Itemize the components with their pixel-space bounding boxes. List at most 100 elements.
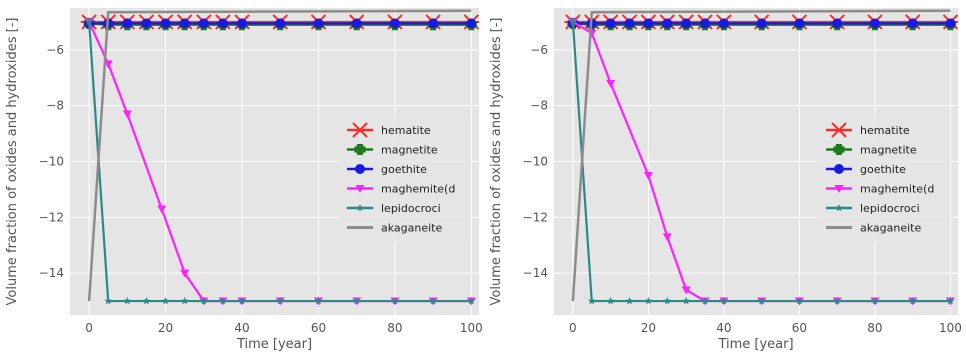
- data-point-goethite: [141, 18, 152, 29]
- data-point-lepidocroci: [219, 297, 227, 305]
- data-point-lepidocroci: [314, 297, 323, 305]
- data-point-lepidocroci: [569, 17, 577, 26]
- data-point-lepidocroci: [644, 297, 653, 305]
- data-point-lepidocroci: [123, 297, 132, 305]
- x-tick-label: 60: [311, 321, 326, 335]
- data-point-goethite: [907, 18, 918, 29]
- legend-marker-goethite: [355, 164, 365, 174]
- data-point-goethite: [237, 18, 248, 29]
- legend-label-hematite: hematite: [381, 124, 431, 137]
- x-tick-label: 20: [158, 321, 173, 335]
- data-point-lepidocroci: [795, 297, 804, 305]
- legend-label-magnetite: magnetite: [860, 144, 917, 157]
- data-point-lepidocroci: [199, 297, 208, 305]
- legend-label-maghemited: maghemite(d: [381, 183, 455, 196]
- data-point-lepidocroci: [276, 297, 285, 305]
- x-tick-label: 60: [792, 321, 807, 335]
- data-point-lepidocroci: [833, 297, 841, 305]
- data-point-lepidocroci: [701, 297, 709, 305]
- x-tick-label: 40: [234, 321, 249, 335]
- legend-label-lepidocroci: lepidocroci: [860, 202, 920, 215]
- data-point-lepidocroci: [757, 297, 766, 305]
- data-point-lepidocroci: [429, 297, 437, 305]
- x-axis-title: Time [year]: [236, 337, 312, 352]
- y-tick-label: −10: [523, 155, 548, 169]
- x-tick-label: 0: [85, 321, 93, 335]
- y-tick-label: −6: [530, 43, 548, 57]
- y-tick-label: −14: [39, 266, 64, 280]
- legend-marker-magnetite: [833, 144, 845, 155]
- data-point-goethite: [160, 18, 171, 29]
- data-point-goethite: [794, 18, 805, 29]
- data-point-goethite: [313, 18, 324, 29]
- y-tick-label: −8: [530, 99, 548, 113]
- data-point-lepidocroci: [606, 297, 615, 305]
- line-chart-right: 0 20 40 60 80 100 −6 −8 −10 −12 −14 Time [year] Volu…: [489, 8, 962, 352]
- x-tick-label: 80: [867, 321, 882, 335]
- data-point-maghemited: [643, 171, 653, 180]
- series-line-akaganeite: [87, 9, 472, 302]
- x-axis-title: Time [year]: [717, 337, 793, 352]
- legend-marker-hematite: [351, 122, 369, 138]
- y-tick-label: −8: [46, 99, 64, 113]
- data-point-lepidocroci: [587, 297, 596, 305]
- data-point-goethite: [122, 18, 133, 29]
- data-point-goethite: [681, 18, 692, 29]
- data-point-lepidocroci: [142, 297, 151, 305]
- legend-marker-lepidocroci: [835, 204, 843, 212]
- legend-box: [818, 116, 950, 242]
- data-point-goethite: [945, 18, 956, 29]
- x-tick-label: 100: [460, 321, 483, 335]
- data-point-goethite: [605, 18, 616, 29]
- data-point-lepidocroci: [180, 297, 189, 305]
- data-point-lepidocroci: [352, 297, 361, 305]
- data-point-lepidocroci: [625, 297, 634, 305]
- legend-marker-maghemited: [834, 185, 844, 193]
- data-point-lepidocroci: [682, 297, 690, 305]
- legend: hematite magnetite goethite maghemite(d lepi…: [339, 116, 471, 242]
- y-tick-label: −12: [523, 210, 548, 224]
- data-point-lepidocroci: [663, 297, 672, 305]
- y-axis-title: Volume fraction of oxides and hydroxides…: [5, 18, 20, 306]
- data-point-goethite: [662, 18, 673, 29]
- data-point-maghemited: [180, 269, 190, 278]
- data-point-goethite: [351, 18, 362, 29]
- data-point-goethite: [389, 18, 400, 29]
- data-point-lepidocroci: [85, 17, 93, 26]
- y-tick-label: −10: [39, 155, 64, 169]
- data-point-goethite: [756, 18, 767, 29]
- data-point-maghemited: [662, 233, 672, 242]
- data-point-lepidocroci: [946, 297, 955, 305]
- data-point-goethite: [198, 18, 209, 29]
- legend: hematite magnetite goethite maghemite(d lepi…: [818, 116, 950, 242]
- x-tick-label: 80: [387, 321, 402, 335]
- data-point-maghemited: [122, 110, 132, 119]
- legend-box: [339, 116, 471, 242]
- x-tick-label: 40: [716, 321, 731, 335]
- x-tick-label: 100: [939, 321, 962, 335]
- legend-label-maghemited: maghemite(d: [860, 183, 934, 196]
- data-point-lepidocroci: [391, 297, 399, 305]
- data-point-goethite: [700, 18, 711, 29]
- data-point-lepidocroci: [238, 297, 246, 305]
- y-tick-label: −12: [39, 210, 64, 224]
- data-point-goethite: [179, 18, 190, 29]
- legend-label-lepidocroci: lepidocroci: [381, 202, 441, 215]
- data-point-maghemited: [157, 205, 167, 214]
- data-point-lepidocroci: [161, 297, 170, 305]
- data-point-goethite: [275, 18, 286, 29]
- data-point-lepidocroci: [104, 297, 113, 305]
- y-tick-label: −14: [523, 266, 548, 280]
- data-point-goethite: [428, 18, 439, 29]
- legend-label-hematite: hematite: [860, 124, 910, 137]
- data-point-goethite: [869, 18, 880, 29]
- data-point-goethite: [217, 18, 228, 29]
- legend-marker-magnetite: [354, 144, 366, 155]
- legend-label-goethite: goethite: [860, 163, 906, 176]
- legend-marker-hematite: [830, 122, 848, 138]
- legend-label-magnetite: magnetite: [381, 144, 438, 157]
- data-point-lepidocroci: [908, 297, 917, 305]
- legend-marker-lepidocroci: [356, 204, 364, 212]
- data-point-lepidocroci: [720, 297, 728, 305]
- series-layer: [564, 9, 958, 306]
